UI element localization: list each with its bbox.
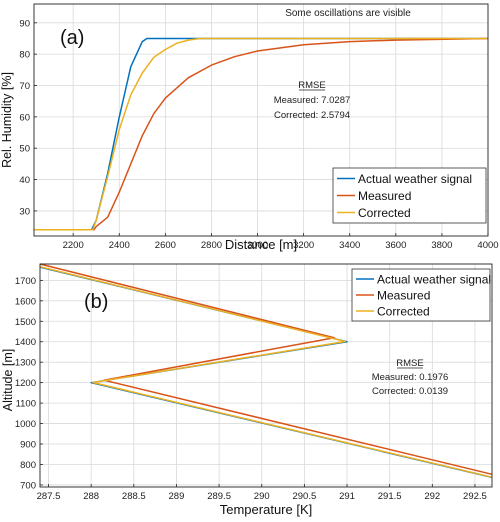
y-axis-label: Altitude [m] [1,349,15,412]
x-tick-label: 289.5 [207,491,231,502]
x-tick-label: 3600 [385,240,406,251]
x-axis-label: Temperature [K] [220,502,313,517]
legend-entry-1: Actual weather signal [377,273,491,287]
y-tick-label: 700 [20,480,36,491]
x-tick-label: 4000 [477,240,498,251]
x-axis-label: Distance [m] [225,237,297,252]
y-tick-label: 50 [19,144,30,155]
x-tick-label: 292 [424,491,440,502]
x-tick-label: 289 [169,491,185,502]
x-tick-label: 288 [83,491,99,502]
axes-frame [39,263,493,488]
y-tick-label: 1500 [15,317,36,328]
x-tick-label: 292.5 [463,491,487,502]
x-tick-label: 3000 [247,240,268,251]
legend-entry-2: Measured [358,189,411,203]
y-tick-label: 90 [19,18,30,29]
y-tick-label: 1200 [15,378,36,389]
x-tick-label: 291 [339,491,355,502]
y-tick-label: 1600 [15,296,36,307]
y-tick-label: 1300 [15,358,36,369]
y-tick-label: 40 [19,175,30,186]
chart-panel-a: 2200 2400 2600 2800 3000 3200 3400 3600 3800 4000… [0,3,499,252]
axes-frame [33,3,489,237]
legend-box [332,167,487,224]
rmse-corrected: Corrected: 0.0139 [372,386,448,397]
series-line-2 [34,37,489,231]
y-tick-label: 900 [20,440,36,451]
panel-label: (b) [84,291,108,313]
x-tick-label: 291.5 [378,491,402,502]
annotation-text: Some oscillations are visible [285,8,411,19]
x-tick-label: 290.5 [292,491,316,502]
x-tick-label: 2200 [63,240,84,251]
y-tick-label: 30 [19,206,30,217]
y-tick-label: 800 [20,460,36,471]
rmse-corrected: Corrected: 2.5794 [274,110,350,121]
legend-entry-2: Measured [377,289,430,303]
rmse-measured: Measured: 0.1976 [372,372,449,383]
y-tick-label: 1400 [15,337,36,348]
legend-entry-3: Corrected [358,206,411,220]
x-tick-label: 2800 [201,240,222,251]
x-tick-label: 2600 [155,240,176,251]
y-tick-label: 1700 [15,276,36,287]
x-tick-label: 290 [254,491,270,502]
y-tick-label: 1100 [16,399,36,410]
rmse-title: RMSE [298,80,325,91]
x-tick-label: 3400 [339,240,360,251]
legend-entry-1: Actual weather signal [358,172,472,186]
x-tick-label: 288.5 [122,491,146,502]
series-line-1 [34,37,488,231]
y-tick-label: 60 [19,112,30,123]
x-tick-label: 3200 [293,240,314,251]
legend-entry-3: Corrected [377,305,430,319]
y-axis-label: Rel. Humidity [%] [0,72,14,168]
x-tick-label: 2400 [109,240,130,251]
series-line-3 [39,265,493,478]
y-tick-label: 70 [19,81,30,92]
chart-panel-b: 287.5 288 288.5 289 289.5 290 290.5 291 291.5 292… [1,263,493,517]
legend-box [351,268,491,322]
y-tick-label: 1000 [15,419,36,430]
series-line-2 [39,263,493,476]
rmse-title: RMSE [396,358,423,369]
y-tick-label: 80 [19,50,30,61]
panel-label: (a) [60,27,84,49]
x-tick-label: 3800 [431,240,452,251]
rmse-measured: Measured: 7.0287 [274,95,351,106]
series-line-3 [34,37,488,231]
x-tick-label: 287.5 [37,491,61,502]
